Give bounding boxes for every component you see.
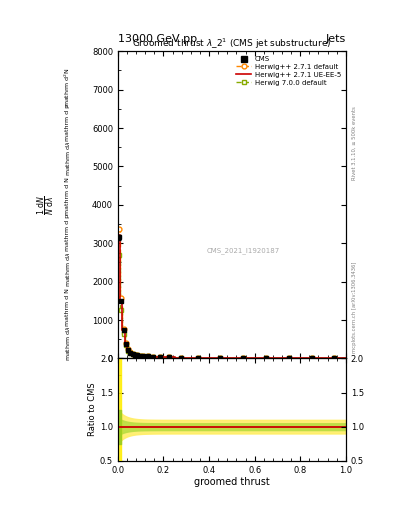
Text: Rivet 3.1.10, ≥ 500k events: Rivet 3.1.10, ≥ 500k events (352, 106, 357, 180)
Text: CMS_2021_I1920187: CMS_2021_I1920187 (207, 247, 280, 254)
Text: 13000 GeV pp: 13000 GeV pp (118, 33, 197, 44)
Y-axis label: $\frac{1}{N}\frac{\mathrm{d}N}{\mathrm{d}\lambda}$: $\frac{1}{N}\frac{\mathrm{d}N}{\mathrm{d… (36, 195, 57, 215)
X-axis label: groomed thrust: groomed thrust (194, 477, 270, 487)
Text: mcplots.cern.ch [arXiv:1306.3436]: mcplots.cern.ch [arXiv:1306.3436] (352, 262, 357, 353)
Text: mathrm d$\lambda$: mathrm d$\lambda$ (64, 251, 72, 287)
Text: mathrm d p: mathrm d p (65, 214, 70, 251)
Title: Groomed thrust $\lambda\_2^1$ (CMS jet substructure): Groomed thrust $\lambda\_2^1$ (CMS jet s… (132, 37, 332, 51)
Text: mathrm d p: mathrm d p (65, 103, 70, 141)
Text: Jets: Jets (325, 33, 346, 44)
Text: mathrm d$\lambda$: mathrm d$\lambda$ (64, 325, 72, 360)
Text: mathrm d N: mathrm d N (65, 177, 70, 215)
Y-axis label: Ratio to CMS: Ratio to CMS (88, 383, 97, 436)
Legend: CMS, Herwig++ 2.7.1 default, Herwig++ 2.7.1 UE-EE-5, Herwig 7.0.0 default: CMS, Herwig++ 2.7.1 default, Herwig++ 2.… (235, 55, 342, 87)
Text: mathrm d$\lambda$: mathrm d$\lambda$ (64, 140, 72, 176)
Text: mathrm d N: mathrm d N (65, 288, 70, 326)
Text: mathrm d$^2$N: mathrm d$^2$N (63, 67, 72, 106)
